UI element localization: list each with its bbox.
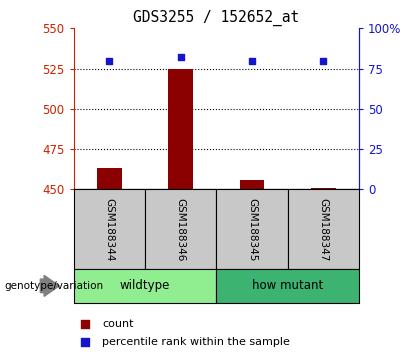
FancyArrow shape: [40, 275, 59, 296]
Text: how mutant: how mutant: [252, 279, 323, 292]
Text: percentile rank within the sample: percentile rank within the sample: [102, 337, 290, 347]
Text: GSM188344: GSM188344: [104, 198, 114, 261]
Bar: [74, 269, 216, 303]
Text: count: count: [102, 319, 134, 329]
Point: [81, 321, 88, 327]
Bar: [216, 269, 359, 303]
Bar: [311, 188, 336, 189]
Bar: [168, 69, 193, 189]
Bar: [239, 180, 265, 189]
Point: [106, 58, 113, 63]
Bar: [145, 189, 216, 269]
Text: GSM188345: GSM188345: [247, 198, 257, 261]
Bar: [74, 189, 145, 269]
Text: genotype/variation: genotype/variation: [4, 281, 103, 291]
Title: GDS3255 / 152652_at: GDS3255 / 152652_at: [133, 9, 299, 25]
Point: [177, 55, 184, 60]
Bar: [288, 189, 359, 269]
Point: [320, 58, 327, 63]
Text: GSM188347: GSM188347: [318, 198, 328, 261]
Point: [249, 58, 255, 63]
Bar: [97, 169, 122, 189]
Point: [81, 339, 88, 344]
Bar: [216, 189, 288, 269]
Text: GSM188346: GSM188346: [176, 198, 186, 261]
Text: wildtype: wildtype: [120, 279, 170, 292]
